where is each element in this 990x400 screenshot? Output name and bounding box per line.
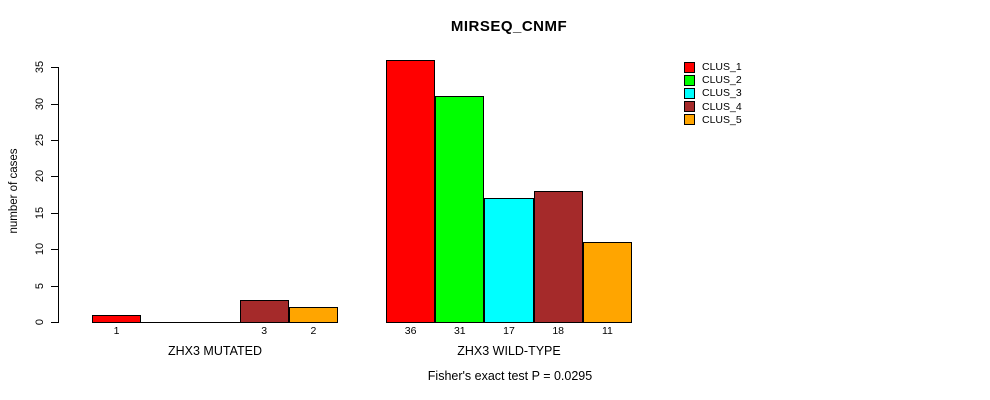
legend-item-clus_4: CLUS_4 <box>684 101 742 113</box>
group-label-2: ZHX3 WILD-TYPE <box>457 344 561 358</box>
bar-value-label: 2 <box>310 325 317 337</box>
y-axis-tick-label: 30 <box>34 97 46 110</box>
y-axis-tick <box>51 176 58 178</box>
bar-value-label: 11 <box>601 325 613 337</box>
bar-clus_3-group2 <box>484 198 534 323</box>
y-axis-tick <box>51 140 58 141</box>
y-axis-tick <box>51 212 58 214</box>
legend-item-clus_5: CLUS_5 <box>684 114 742 126</box>
y-axis-tick-label: 25 <box>34 133 46 147</box>
bar-clus_2-group2 <box>435 96 485 323</box>
group-label-1: ZHX3 MUTATED <box>168 344 262 358</box>
bar-clus_3-group1-zero <box>190 322 241 323</box>
bar-clus_1-group2 <box>386 59 436 323</box>
bar-clus_4-group1 <box>239 300 289 323</box>
legend-swatch-clus_1 <box>684 61 695 73</box>
legend-swatch-clus_4 <box>684 101 695 113</box>
y-axis-tick-label: 15 <box>34 206 46 219</box>
y-axis-tick-label: 10 <box>34 243 46 256</box>
bar-clus_5-group1 <box>288 307 338 323</box>
legend-item-clus_2: CLUS_2 <box>684 74 742 86</box>
legend-label: CLUS_4 <box>702 100 742 113</box>
bar-clus_4-group2 <box>533 191 583 323</box>
legend-item-clus_1: CLUS_1 <box>684 61 742 73</box>
bar-value-label: 31 <box>453 325 466 337</box>
bar-value-label: 36 <box>404 325 417 337</box>
legend-swatch-clus_2 <box>684 74 695 86</box>
y-axis-line <box>58 67 59 323</box>
y-axis-tick-label: 0 <box>34 318 46 326</box>
bar-value-label: 18 <box>552 325 565 337</box>
legend-label: CLUS_2 <box>702 74 742 87</box>
bar-value-label: 17 <box>503 325 515 337</box>
y-axis-tick <box>51 103 58 105</box>
bar-clus_1-group1 <box>92 314 142 323</box>
y-axis-tick <box>51 249 58 251</box>
bar-clus_2-group1-zero <box>141 322 192 323</box>
fisher-test-caption: Fisher's exact test P = 0.0295 <box>427 369 593 383</box>
y-axis-tick <box>51 322 58 323</box>
bar-value-label: 1 <box>113 325 120 337</box>
y-axis-tick <box>51 67 58 69</box>
y-axis-label: number of cases <box>8 148 20 234</box>
y-axis-tick-label: 35 <box>34 61 46 74</box>
chart-title: MIRSEQ_CNMF <box>450 18 568 35</box>
legend-swatch-clus_5 <box>684 114 695 126</box>
legend-label: CLUS_1 <box>702 61 742 73</box>
y-axis-tick-label: 5 <box>34 282 46 289</box>
legend-item-clus_3: CLUS_3 <box>684 87 742 99</box>
bar-clus_5-group2 <box>582 241 632 323</box>
legend-label: CLUS_5 <box>702 113 742 126</box>
y-axis-tick <box>51 285 58 287</box>
legend-label: CLUS_3 <box>702 87 742 100</box>
legend-swatch-clus_3 <box>684 87 695 99</box>
y-axis-tick-label: 20 <box>34 170 46 183</box>
bar-value-label: 3 <box>261 325 268 337</box>
